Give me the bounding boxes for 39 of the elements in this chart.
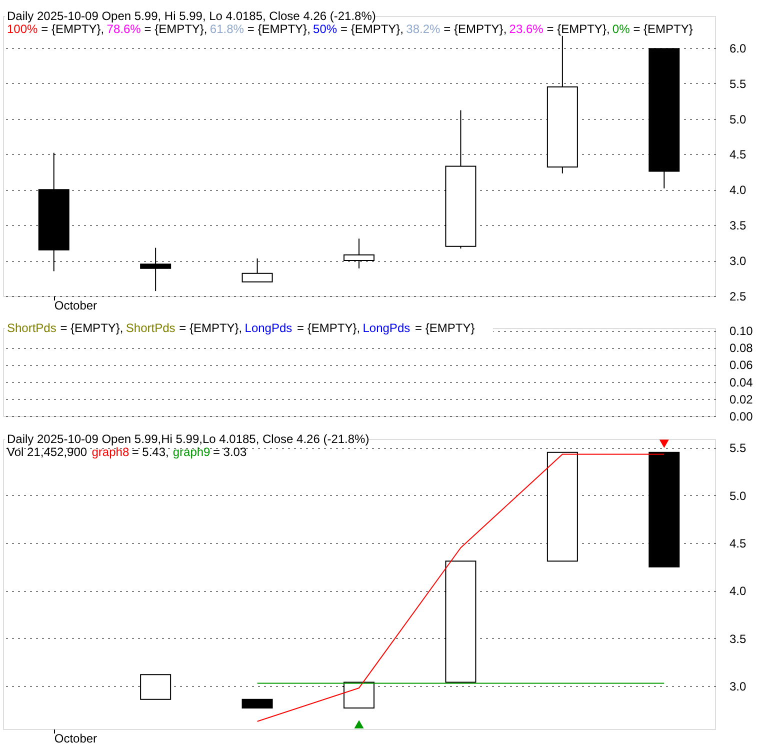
- legend-label: 61.8% = {EMPTY},: [210, 22, 310, 36]
- text: Vol 21,452,900: [7, 445, 88, 459]
- y-tick-label: 3.0: [730, 254, 747, 268]
- legend-label: 23.6% = {EMPTY},: [509, 22, 610, 36]
- legend-label: 100% = {EMPTY},: [7, 22, 104, 36]
- text: graph8 = 5.43,: [92, 445, 169, 459]
- chart-title: Daily 2025-10-09 Open 5.99,Hi 5.99,Lo 4.0185, Close 4.26 (-21.8%): [7, 432, 370, 446]
- legend-label: 78.6% = {EMPTY},: [106, 22, 208, 36]
- y-tick-label: 4.5: [730, 148, 747, 162]
- text: graph9 = 3.03: [172, 445, 247, 459]
- y-tick-label: 2.5: [730, 290, 747, 304]
- y-tick-label: 6.0: [730, 41, 747, 56]
- y-tick-label: 5.0: [730, 488, 747, 503]
- x-tick-label: October: [54, 298, 98, 312]
- y-tick-label: 0.00: [730, 410, 754, 424]
- legend-label: 38.2% = {EMPTY},: [406, 22, 507, 36]
- y-tick-label: 5.5: [730, 441, 747, 456]
- y-tick-label: 3.5: [730, 632, 747, 646]
- y-tick-label: 0.02: [730, 392, 754, 406]
- y-tick-label: 0.08: [730, 341, 754, 356]
- y-tick-label: 5.0: [730, 112, 747, 126]
- legend-label: 0% = {EMPTY}: [612, 22, 693, 36]
- legend-label: 50% = {EMPTY},: [313, 22, 404, 36]
- y-tick-label: 4.5: [730, 536, 747, 550]
- y-tick-label: 3.0: [730, 680, 747, 694]
- chart-title: Daily 2025-10-09 Open 5.99, Hi 5.99, Lo 4.0185, Close 4.26 (-21.8%): [7, 9, 376, 23]
- y-tick-label: 0.10: [730, 324, 754, 338]
- y-tick-label: 4.0: [730, 584, 747, 598]
- y-tick-label: 3.5: [730, 218, 747, 233]
- y-tick-label: 0.06: [730, 358, 754, 372]
- line-series: [256, 454, 665, 722]
- legend-label: LongPds = {EMPTY}: [362, 321, 475, 335]
- legend-label: ShortPds = {EMPTY},: [7, 321, 124, 335]
- x-tick-label: October: [54, 732, 98, 745]
- y-tick-label: 5.5: [730, 76, 747, 91]
- legend-label: ShortPds = {EMPTY},: [126, 321, 242, 335]
- y-tick-label: 4.0: [730, 183, 747, 198]
- legend-label: LongPds = {EMPTY},: [244, 321, 360, 335]
- y-tick-label: 0.04: [730, 375, 754, 390]
